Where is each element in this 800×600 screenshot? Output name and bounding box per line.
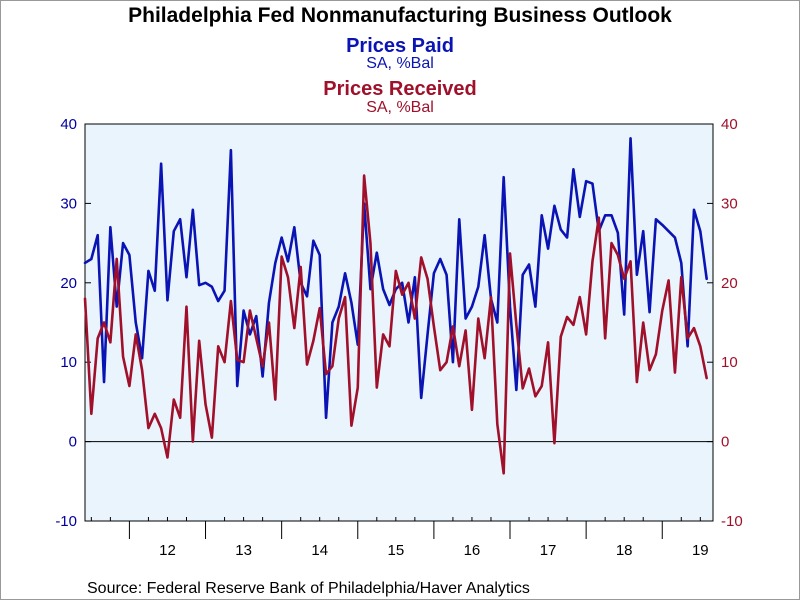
y-left-tick-label-0: 0 [69,434,77,451]
y-left-tick-label-40: 40 [60,116,77,133]
x-tick-label-14: 14 [311,542,328,559]
plot-area [84,123,714,522]
y-right-tick-label-10: 10 [721,354,738,371]
x-tick-label-12: 12 [159,542,176,559]
series-group [83,136,708,475]
y-left-tick-label--10: -10 [55,513,77,530]
series-line-prices-received [83,174,708,475]
source-note: Source: Federal Reserve Bank of Philadel… [87,580,530,597]
chart-subtitle-prices-received-unit: SA, %Bal [366,99,434,116]
x-tick-label-18: 18 [616,542,633,559]
y-left-tick-label-10: 10 [60,354,77,371]
y-right-tick-label-40: 40 [721,116,738,133]
chart-title: Philadelphia Fed Nonmanufacturing Busine… [128,4,672,27]
x-tick-label-13: 13 [235,542,252,559]
y-axis-right: 40 30 20 10 0 -10 [707,116,743,530]
x-axis: 12 13 14 15 16 17 18 19 [90,517,709,559]
y-left-tick-label-20: 20 [60,275,77,292]
x-tick-label-15: 15 [387,542,404,559]
y-right-tick-label-20: 20 [721,275,738,292]
y-right-tick-label-0: 0 [721,434,729,451]
y-right-tick-label-30: 30 [721,195,738,212]
x-tick-label-17: 17 [540,542,557,559]
x-tick-label-19: 19 [692,542,709,559]
series-line-prices-paid [83,136,708,420]
y-right-tick-label--10: -10 [721,513,743,530]
chart-subtitle-prices-received: Prices Received [323,78,476,100]
chart-subtitle-prices-paid: Prices Paid [346,35,454,57]
chart-subtitle-prices-paid-unit: SA, %Bal [366,55,434,72]
x-tick-label-16: 16 [464,542,481,559]
y-left-tick-label-30: 30 [60,195,77,212]
